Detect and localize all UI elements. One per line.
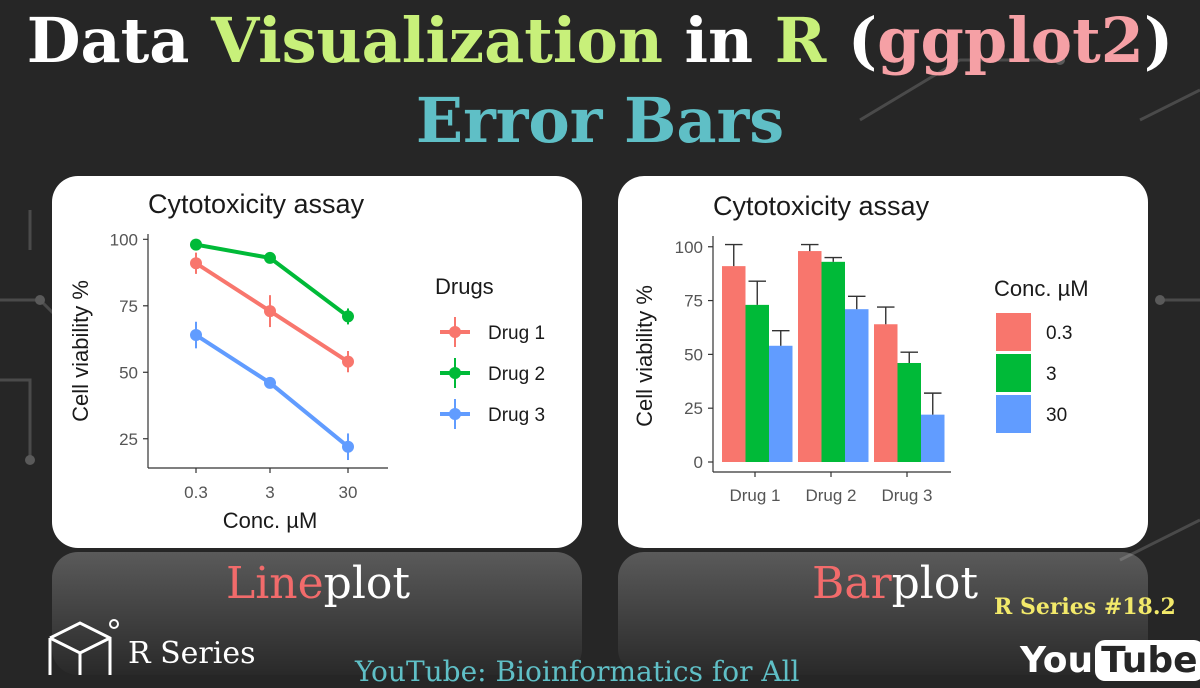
barplot-caption-rest: plot bbox=[891, 558, 979, 609]
lineplot-caption-rest: plot bbox=[323, 558, 411, 609]
bar bbox=[769, 345, 793, 462]
title-part-in: in bbox=[662, 4, 775, 77]
line-point bbox=[264, 251, 276, 264]
youtube-logo-you: You bbox=[1020, 640, 1094, 681]
line-x-tick-label: 30 bbox=[339, 483, 358, 502]
line-legend-label: Drug 3 bbox=[488, 405, 545, 426]
barplot-caption-highlight: Bar bbox=[812, 558, 892, 609]
bar bbox=[897, 362, 921, 462]
barplot-caption: Barplot bbox=[812, 558, 978, 609]
line-y-tick-label: 25 bbox=[119, 430, 138, 449]
youtube-logo-tube: Tube bbox=[1095, 640, 1200, 681]
bar bbox=[821, 261, 845, 462]
bar-legend-key bbox=[996, 354, 1031, 392]
lineplot-caption-highlight: Line bbox=[226, 558, 324, 609]
bar bbox=[745, 304, 769, 462]
bar bbox=[845, 309, 869, 462]
bar-x-tick-label: Drug 3 bbox=[881, 486, 932, 505]
line-point bbox=[190, 329, 202, 342]
r-series-logo-icon bbox=[48, 619, 119, 675]
line-panel-reflection bbox=[52, 552, 582, 675]
series-tag: R Series #18.2 bbox=[994, 594, 1176, 620]
bar-legend-label: 0.3 bbox=[1046, 323, 1072, 344]
bar-y-tick-label: 75 bbox=[684, 292, 703, 311]
line-legend-key-point bbox=[449, 408, 461, 420]
lineplot-caption: Lineplot bbox=[226, 558, 410, 609]
title-part-close-paren: ) bbox=[1143, 4, 1174, 77]
line-point bbox=[264, 305, 276, 318]
line-x-axis-label: Conc. µM bbox=[223, 508, 318, 533]
line-legend-key-point bbox=[449, 367, 461, 379]
bar-y-tick-label: 25 bbox=[684, 399, 703, 418]
title-part-open-paren: ( bbox=[826, 4, 878, 77]
line-point bbox=[342, 440, 354, 453]
line-point bbox=[342, 310, 354, 323]
line-y-tick-label: 50 bbox=[119, 363, 138, 382]
bar-y-tick-label: 100 bbox=[675, 238, 703, 257]
bar-chart-panel: Cytotoxicity assay 0 25 50 75 100 Drug 1 Drug… bbox=[618, 176, 1148, 548]
line-chart-panel: Cytotoxicity assay 25 50 75 100 0.3 3 30 Cell… bbox=[52, 176, 582, 548]
line-chart: Cytotoxicity assay 25 50 75 100 0.3 3 30 Cell… bbox=[68, 189, 545, 533]
bar-y-tick-label: 0 bbox=[694, 453, 703, 472]
bar-y-tick-label: 50 bbox=[684, 345, 703, 364]
line-legend-label: Drug 2 bbox=[488, 364, 545, 385]
bar-legend-label: 30 bbox=[1046, 405, 1067, 426]
line-y-axis-label: Cell viability % bbox=[68, 280, 93, 422]
bar bbox=[874, 324, 898, 462]
bar-chart: Cytotoxicity assay 0 25 50 75 100 Drug 1 Drug… bbox=[632, 191, 1089, 505]
bar-legend-key bbox=[996, 313, 1031, 351]
line-legend-title: Drugs bbox=[435, 274, 494, 299]
title-part-r: R bbox=[774, 4, 827, 77]
page-title: Data Visualization in R (ggplot2) bbox=[0, 4, 1200, 77]
line-y-tick-label: 100 bbox=[110, 230, 138, 249]
bar-legend-label: 3 bbox=[1046, 364, 1057, 385]
title-part-ggplot2: ggplot2 bbox=[877, 4, 1144, 77]
bar-panel-reflection bbox=[618, 552, 1148, 675]
line-series-3 bbox=[194, 333, 350, 449]
bar-x-tick-label: Drug 2 bbox=[805, 486, 856, 505]
line-legend-label: Drug 1 bbox=[488, 323, 545, 344]
bar-y-axis-label: Cell viability % bbox=[632, 285, 657, 427]
title-part-visualization: Visualization bbox=[211, 4, 663, 77]
line-x-tick-label: 0.3 bbox=[184, 483, 208, 502]
bar-legend-key bbox=[996, 395, 1031, 433]
youtube-logo-icon: You Tube bbox=[1020, 640, 1200, 681]
line-point bbox=[190, 257, 202, 270]
line-legend-key-point bbox=[449, 326, 461, 338]
bar bbox=[798, 251, 822, 462]
line-point bbox=[264, 376, 276, 389]
line-x-tick-label: 3 bbox=[265, 483, 274, 502]
bar bbox=[722, 266, 746, 462]
line-chart-title: Cytotoxicity assay bbox=[148, 189, 365, 219]
bar bbox=[921, 414, 945, 462]
line-point bbox=[342, 355, 354, 368]
bar-chart-title: Cytotoxicity assay bbox=[713, 191, 930, 221]
title-part-data: Data bbox=[26, 4, 212, 77]
youtube-channel-text: YouTube: Bioinformatics for All bbox=[355, 655, 800, 688]
line-y-tick-label: 75 bbox=[119, 297, 138, 316]
page-subtitle: Error Bars bbox=[415, 84, 785, 157]
line-point bbox=[190, 238, 202, 251]
r-series-brand: R Series bbox=[128, 636, 256, 671]
bar-legend-title: Conc. µM bbox=[994, 276, 1089, 301]
bar-x-tick-label: Drug 1 bbox=[729, 486, 780, 505]
